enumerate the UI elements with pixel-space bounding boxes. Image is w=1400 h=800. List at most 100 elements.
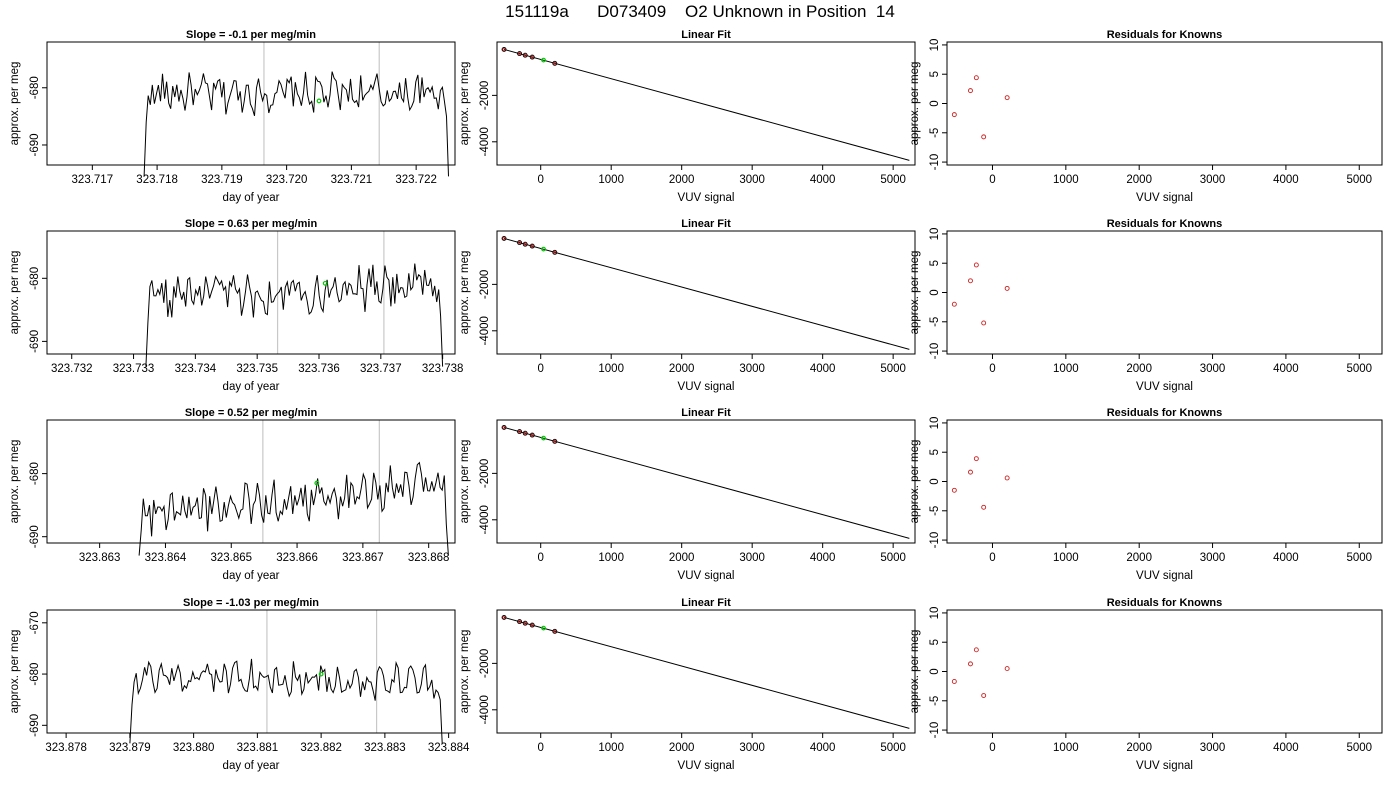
x-axis-label: VUV signal (678, 192, 735, 204)
x-tick-label: 3000 (739, 174, 765, 186)
x-tick-label: 3000 (1200, 174, 1226, 186)
x-tick-label: 0 (538, 174, 544, 186)
signal-trace (138, 461, 449, 556)
residual-row-2: Residuals for Knowns 0 1000 2000 3000 4000 500… (909, 218, 1383, 393)
x-tick-label: 323.866 (276, 552, 318, 564)
data-point (517, 240, 523, 246)
x-axis-label: VUV signal (678, 381, 735, 393)
x-tick-label: 4000 (1273, 552, 1299, 564)
unknown-marker (318, 671, 324, 677)
y-tick-label: 5 (929, 71, 941, 77)
x-tick-label: 3000 (739, 552, 765, 564)
y-tick-label: -2000 (479, 649, 491, 678)
x-tick-label: 323.732 (51, 363, 93, 375)
data-point (951, 487, 957, 493)
x-tick-label: 1000 (1053, 742, 1079, 754)
plot-frame (946, 609, 1383, 734)
x-tick-label: 1000 (598, 742, 624, 754)
y-tick-label: -2000 (479, 81, 491, 110)
y-tick-label: -690 (29, 525, 41, 548)
x-tick-label: 2000 (669, 174, 695, 186)
y-tick-label: 0 (929, 668, 941, 674)
slope-row-1: Slope = -0.1 per meg/min 323.717 323.718 32… (9, 29, 456, 204)
y-tick-label: -690 (29, 133, 41, 156)
x-tick-label: 323.883 (364, 742, 406, 754)
fit-row-1: Linear Fit 0 1000 2000 3000 4000 5000 -4000 -200… (459, 29, 916, 204)
data-point (968, 278, 973, 284)
data-point (951, 301, 957, 307)
unknown-marker (314, 480, 320, 486)
data-point (522, 241, 528, 247)
x-tick-label: 2000 (669, 742, 695, 754)
y-tick-label: 0 (929, 289, 941, 295)
data-point-center (553, 250, 557, 254)
x-tick-label: 5000 (880, 552, 906, 564)
x-tick-label: 4000 (1273, 174, 1299, 186)
y-tick-label: -2000 (479, 459, 491, 488)
data-point (529, 622, 535, 628)
data-point-center (523, 621, 527, 625)
x-tick-label: 0 (989, 742, 995, 754)
x-tick-label: 0 (538, 363, 544, 375)
x-tick-label: 323.733 (113, 363, 155, 375)
x-tick-label: 5000 (1346, 174, 1372, 186)
unknown-marker (541, 625, 546, 631)
x-tick-label: 323.864 (145, 552, 187, 564)
plot-frame (46, 41, 456, 166)
data-point (522, 430, 528, 436)
y-tick-label: -5 (929, 128, 941, 138)
x-tick-label: 0 (989, 174, 995, 186)
x-tick-label: 2000 (669, 552, 695, 564)
data-point (973, 75, 979, 81)
data-point-center (523, 53, 527, 57)
panel-title: Slope = 0.52 per meg/min (185, 407, 318, 419)
data-point (522, 52, 528, 58)
fit-line (503, 237, 910, 350)
x-tick-label: 323.884 (428, 742, 470, 754)
y-tick-label: -5 (929, 696, 941, 706)
x-tick-label: 323.737 (360, 363, 402, 375)
x-tick-label: 2000 (1126, 363, 1152, 375)
plot-frame (496, 230, 916, 355)
y-tick-label: -10 (929, 532, 941, 549)
x-tick-label: 0 (538, 742, 544, 754)
data-point (529, 54, 535, 60)
data-point (968, 469, 973, 475)
x-tick-label: 5000 (1346, 363, 1372, 375)
unknown-marker (541, 57, 546, 63)
x-tick-label: 0 (989, 363, 995, 375)
data-point (1004, 666, 1010, 672)
x-axis-label: VUV signal (1136, 381, 1193, 393)
x-tick-label: 323.718 (136, 174, 178, 186)
y-tick-label: -690 (29, 714, 41, 737)
y-tick-label: -5 (929, 506, 941, 516)
y-tick-label: 5 (929, 639, 941, 645)
x-tick-label: 3000 (739, 363, 765, 375)
x-tick-label: 4000 (810, 552, 836, 564)
y-tick-label: -10 (929, 154, 941, 171)
data-point-center (518, 620, 522, 624)
data-point-center (518, 52, 522, 56)
y-tick-label: -4000 (479, 695, 491, 724)
x-tick-label: 5000 (1346, 742, 1372, 754)
data-point (981, 134, 987, 140)
panel-title: Residuals for Knowns (1107, 29, 1223, 41)
data-point-center (523, 431, 527, 435)
data-point-center (553, 439, 557, 443)
x-tick-label: 323.865 (210, 552, 252, 564)
plot-frame (46, 419, 456, 544)
y-axis-label: approx. per meg (459, 251, 471, 335)
x-tick-label: 2000 (1126, 742, 1152, 754)
data-point-center (523, 242, 527, 246)
x-tick-label: 4000 (1273, 742, 1299, 754)
panel-title: Linear Fit (681, 218, 731, 230)
x-axis-label: day of year (223, 570, 280, 582)
data-point (981, 504, 987, 510)
y-tick-label: -680 (29, 267, 41, 290)
data-point (1004, 285, 1010, 291)
y-tick-label: 5 (929, 449, 941, 455)
x-tick-label: 323.721 (331, 174, 373, 186)
unknown-marker (541, 435, 546, 441)
x-tick-label: 5000 (880, 174, 906, 186)
plot-frame (946, 419, 1383, 544)
